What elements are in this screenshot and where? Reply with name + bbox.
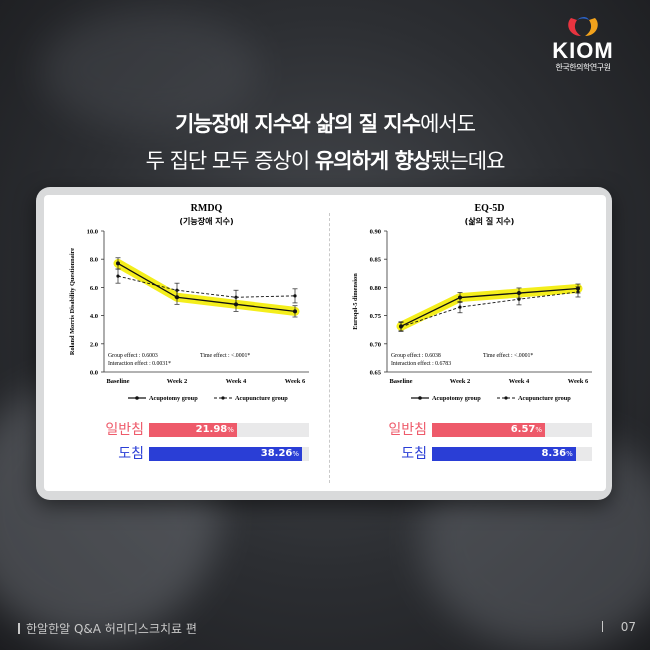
tablet-screen: RMDQ (기능장애 지수) 0.0 2.0 4.0 6.0 8.0 10.0 Baseline… <box>44 195 606 491</box>
chart-title: RMDQ <box>191 203 223 214</box>
data-point-acupotomy <box>458 295 462 300</box>
series-line-acupotomy <box>117 262 296 313</box>
comparison-bar-row: 일반침 21.98% <box>44 422 326 438</box>
y-tick-label: 0.70 <box>370 341 381 348</box>
data-point-acupotomy <box>399 324 403 329</box>
background-blur <box>40 10 260 130</box>
headline-text: 에서도 <box>420 112 476 136</box>
highlight-band <box>113 258 300 316</box>
comparison-bar-label: 일반침 <box>105 422 144 438</box>
stat-interaction-effect: Interaction effect : 0.0031* <box>108 360 171 367</box>
kiom-emblem-icon <box>568 17 598 36</box>
stat-group-effect: Group effect : 0.6003 <box>108 352 158 359</box>
data-point-acupuncture <box>116 274 120 278</box>
highlight-band <box>396 284 583 331</box>
x-tick-label: Week 6 <box>285 378 306 385</box>
comparison-bar-fill <box>432 423 546 437</box>
comparison-bar-unit: % <box>292 450 300 458</box>
data-point-acupotomy <box>234 302 238 307</box>
data-point-acupotomy <box>576 286 580 291</box>
y-tick-label: 0.80 <box>370 285 381 292</box>
comparison-bar-value: 8.36% <box>541 448 573 459</box>
chart-title: EQ-5D <box>475 203 505 214</box>
chart-eq5d: EQ-5D (삶의 질 지수) 0.65 0.70 0.75 0.80 0.85 0.90 Ba… <box>327 195 606 491</box>
data-point-acupotomy <box>517 291 521 296</box>
y-tick-label: 0.65 <box>370 370 382 377</box>
y-tick-label: 0.0 <box>90 370 98 377</box>
x-tick-label: Week 6 <box>568 378 589 385</box>
kiom-logo: KIOM 한국한의학연구원 <box>538 14 628 74</box>
series-line-acupuncture <box>400 291 579 328</box>
page-number: 07 <box>602 620 636 634</box>
headline-bold: 유의하게 향상 <box>314 149 432 173</box>
comparison-bar-fill <box>432 447 576 461</box>
comparison-bar-label: 일반침 <box>388 422 427 438</box>
comparison-bar-unit: % <box>227 426 234 434</box>
stat-group-effect: Group effect : 0.6038 <box>391 352 441 359</box>
data-point-acupotomy <box>116 261 120 266</box>
comparison-bar-value: 38.26% <box>260 448 300 459</box>
comparison-bar-value: 21.98% <box>195 424 234 435</box>
comparison-bar-fill <box>149 447 303 461</box>
comparison-bar-row: 일반침 6.57% <box>327 422 606 438</box>
legend-label-acupotomy: Acupotomy group <box>149 395 198 402</box>
x-tick-label: Baseline <box>389 378 412 385</box>
headline-text: 두 집단 모두 증상이 <box>145 149 315 173</box>
chart-subtitle: (기능장애 지수) <box>179 216 233 226</box>
footer-series-title: 한알한알 Q&A 허리디스크치료 편 <box>18 620 197 637</box>
comparison-bar-unit: % <box>566 450 573 458</box>
y-tick-label: 0.85 <box>370 257 382 264</box>
y-tick-label: 0.90 <box>370 229 381 236</box>
y-tick-label: 6.0 <box>90 285 98 292</box>
headline-line-1: 기능장애 지수와 삶의 질 지수에서도 <box>0 108 650 138</box>
y-tick-label: 8.0 <box>90 257 98 264</box>
headline-text: 됐는데요 <box>431 149 505 173</box>
x-tick-label: Week 4 <box>226 378 247 385</box>
series-line-acupuncture <box>117 275 296 298</box>
data-point-acupuncture <box>293 294 297 298</box>
comparison-bar-unit: % <box>535 426 543 434</box>
data-point-acupotomy <box>293 309 297 314</box>
legend-label-acupuncture: Acupuncture group <box>518 395 571 402</box>
chart-subtitle: (삶의 질 지수) <box>465 216 515 226</box>
stat-time-effect: Time effect : <.0001* <box>200 352 250 359</box>
legend-marker-acupotomy <box>135 396 139 400</box>
legend-label-acupotomy: Acupotomy group <box>432 395 481 402</box>
chart-rmdq: RMDQ (기능장애 지수) 0.0 2.0 4.0 6.0 8.0 10.0 Baseline… <box>44 195 326 491</box>
logo-subtitle: 한국한의학연구원 <box>555 63 611 72</box>
chart-rmdq-svg: RMDQ (기능장애 지수) 0.0 2.0 4.0 6.0 8.0 10.0 Baseline… <box>69 203 309 402</box>
comparison-bar-row: 도침 8.36% <box>327 446 606 462</box>
headline-line-2: 두 집단 모두 증상이 유의하게 향상됐는데요 <box>0 145 650 175</box>
x-tick-label: Week 4 <box>509 378 530 385</box>
data-point-acupotomy <box>175 295 179 300</box>
comparison-bar-value: 6.57% <box>510 424 543 435</box>
chart-divider <box>329 213 330 483</box>
x-tick-label: Week 2 <box>167 378 187 385</box>
y-tick-label: 10.0 <box>87 229 98 236</box>
legend-marker-acupuncture <box>221 396 225 400</box>
legend-label-acupuncture: Acupuncture group <box>235 395 288 402</box>
y-tick-label: 4.0 <box>90 313 98 320</box>
comparison-bar-fill <box>149 423 237 437</box>
legend-marker-acupuncture <box>504 396 508 400</box>
x-tick-label: Baseline <box>106 378 129 385</box>
y-tick-label: 2.0 <box>90 341 98 348</box>
y-tick-label: 0.75 <box>370 313 382 320</box>
comparison-bar-label: 도침 <box>118 446 144 462</box>
series-line-acupotomy <box>400 287 579 327</box>
data-point-acupuncture <box>458 305 462 309</box>
comparison-bar-label: 도침 <box>401 446 427 462</box>
y-axis-label: Roland Morris Disability Questionnaire <box>69 248 76 355</box>
headline-bold: 기능장애 지수와 삶의 질 지수 <box>174 112 421 136</box>
logo-brand: KIOM <box>552 38 614 63</box>
footer: 한알한알 Q&A 허리디스크치료 편 07 <box>0 620 650 642</box>
stat-time-effect: Time effect : <.0001* <box>483 352 533 359</box>
y-axis-label: Euroqol-5 dimension <box>352 273 359 330</box>
x-tick-label: Week 2 <box>450 378 470 385</box>
comparison-bar-row: 도침 38.26% <box>44 446 326 462</box>
legend-marker-acupotomy <box>418 396 422 400</box>
stat-interaction-effect: Interaction effect : 0.6783 <box>391 360 451 367</box>
chart-eq5d-svg: EQ-5D (삶의 질 지수) 0.65 0.70 0.75 0.80 0.85 0.90 Ba… <box>352 203 592 402</box>
